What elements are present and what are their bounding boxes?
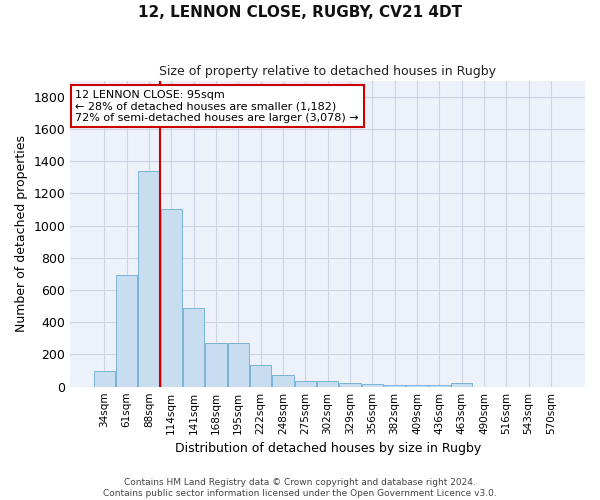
X-axis label: Distribution of detached houses by size in Rugby: Distribution of detached houses by size … [175,442,481,455]
Y-axis label: Number of detached properties: Number of detached properties [15,135,28,332]
Bar [317,381,338,386]
Text: Contains HM Land Registry data © Crown copyright and database right 2024.
Contai: Contains HM Land Registry data © Crown c… [103,478,497,498]
Bar [451,384,472,386]
Bar [250,365,271,386]
Bar [116,274,137,386]
Bar [340,382,361,386]
Text: 12, LENNON CLOSE, RUGBY, CV21 4DT: 12, LENNON CLOSE, RUGBY, CV21 4DT [138,5,462,20]
Bar [362,384,383,386]
Bar [295,381,316,386]
Bar [161,210,182,386]
Bar [272,374,293,386]
Bar [227,343,249,386]
Bar [94,370,115,386]
Bar [183,308,204,386]
Bar [205,343,227,386]
Title: Size of property relative to detached houses in Rugby: Size of property relative to detached ho… [159,65,496,78]
Text: 12 LENNON CLOSE: 95sqm
← 28% of detached houses are smaller (1,182)
72% of semi-: 12 LENNON CLOSE: 95sqm ← 28% of detached… [76,90,359,123]
Bar [139,171,160,386]
